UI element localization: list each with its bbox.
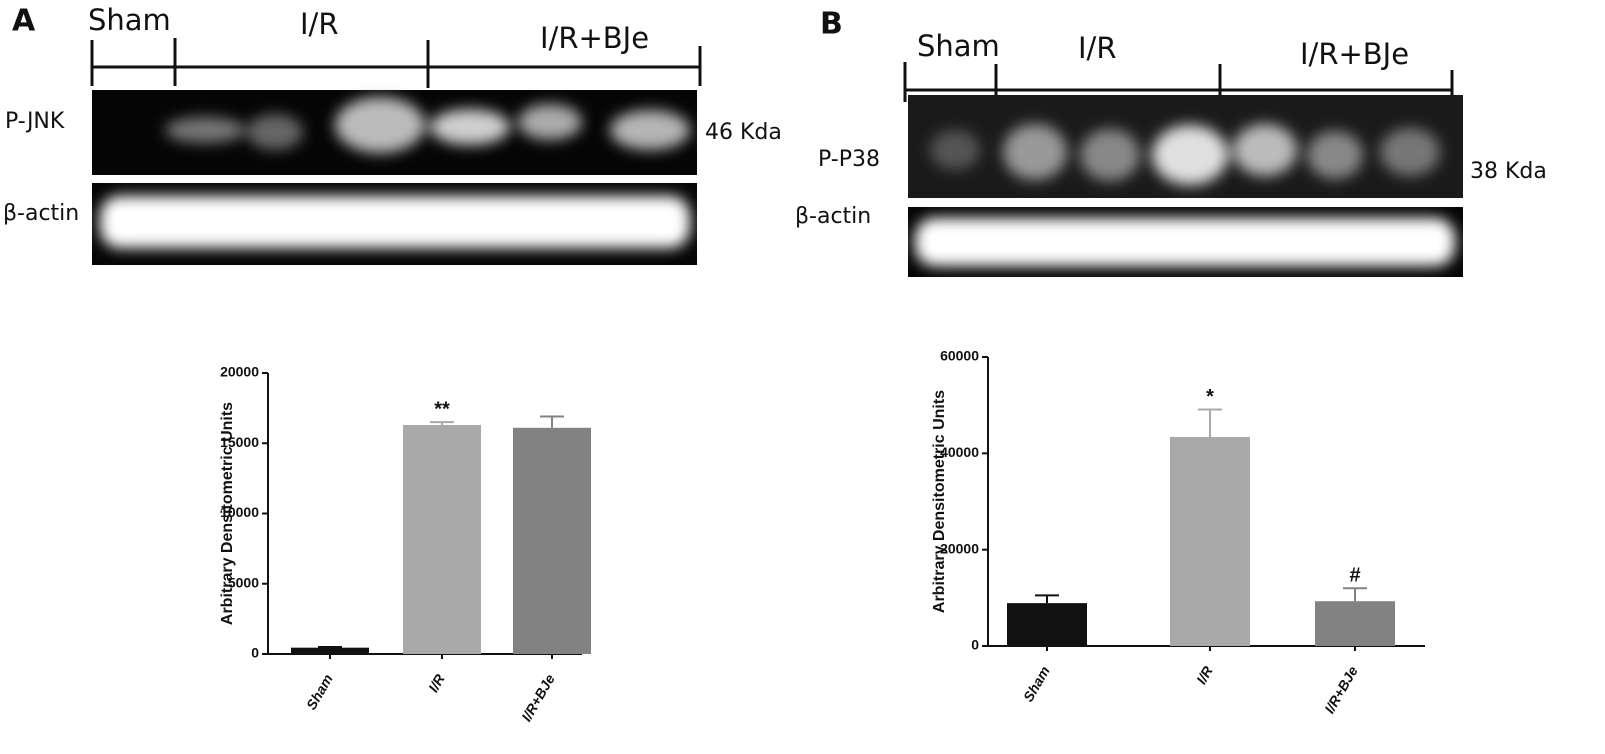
annotation: #	[1349, 564, 1360, 586]
bar	[1170, 436, 1250, 646]
annotation: *	[1206, 386, 1214, 408]
y-tick-label: 60000	[940, 348, 979, 364]
bar	[1315, 601, 1395, 646]
x-tick-label: Sham	[1020, 663, 1053, 704]
blot	[92, 90, 697, 175]
bar	[291, 647, 369, 654]
error-bar	[540, 415, 564, 428]
panel-letter: A	[12, 4, 36, 39]
x-tick-label: I/R+BJe	[518, 671, 558, 724]
error-bar	[318, 645, 342, 648]
group-label: I/R+BJe	[1300, 37, 1409, 71]
bar	[513, 427, 591, 654]
error-bar	[1343, 587, 1367, 602]
group-label: Sham	[917, 29, 1000, 63]
y-tick-label: 20000	[940, 540, 979, 556]
group-label: I/R	[300, 7, 338, 41]
annotation: **	[434, 398, 450, 420]
size-label: 38 Kda	[1470, 159, 1547, 184]
group-label: I/R+BJe	[540, 21, 649, 55]
blot-label: P-P38	[818, 147, 880, 172]
error-bar	[1198, 408, 1222, 437]
x-tick-label: I/R	[1193, 663, 1216, 687]
y-tick-label: 0	[251, 645, 259, 661]
group-label: Sham	[88, 3, 171, 37]
x-tick-label: Sham	[303, 671, 336, 712]
bar	[403, 424, 481, 654]
y-tick-label: 0	[971, 637, 979, 653]
y-tick-label: 20000	[220, 364, 259, 380]
y-tick-label: 15000	[220, 434, 259, 450]
y-tick-label: 40000	[940, 444, 979, 460]
bar	[1007, 603, 1087, 646]
y-tick-label: 5000	[228, 574, 259, 590]
blot	[908, 95, 1463, 198]
group-bracket	[903, 62, 1454, 102]
y-axis-label: Arbitrary Densitometric Units	[219, 402, 236, 625]
blot-label: β-actin	[795, 204, 871, 229]
size-label: 46 Kda	[705, 120, 782, 145]
y-tick-label: 10000	[220, 504, 259, 520]
blot-label: P-JNK	[5, 109, 65, 134]
blot	[92, 183, 697, 265]
x-tick-label: I/R+BJe	[1321, 663, 1361, 716]
group-label: I/R	[1078, 31, 1116, 65]
group-bracket	[90, 38, 702, 88]
error-bar	[430, 421, 454, 425]
y-axis-label: Arbitrary Densitometric Units	[931, 390, 948, 613]
error-bar	[1035, 594, 1059, 604]
panel-letter: B	[820, 7, 843, 42]
x-tick-label: I/R	[425, 671, 448, 695]
blot	[908, 207, 1463, 277]
blot-label: β-actin	[3, 201, 79, 226]
